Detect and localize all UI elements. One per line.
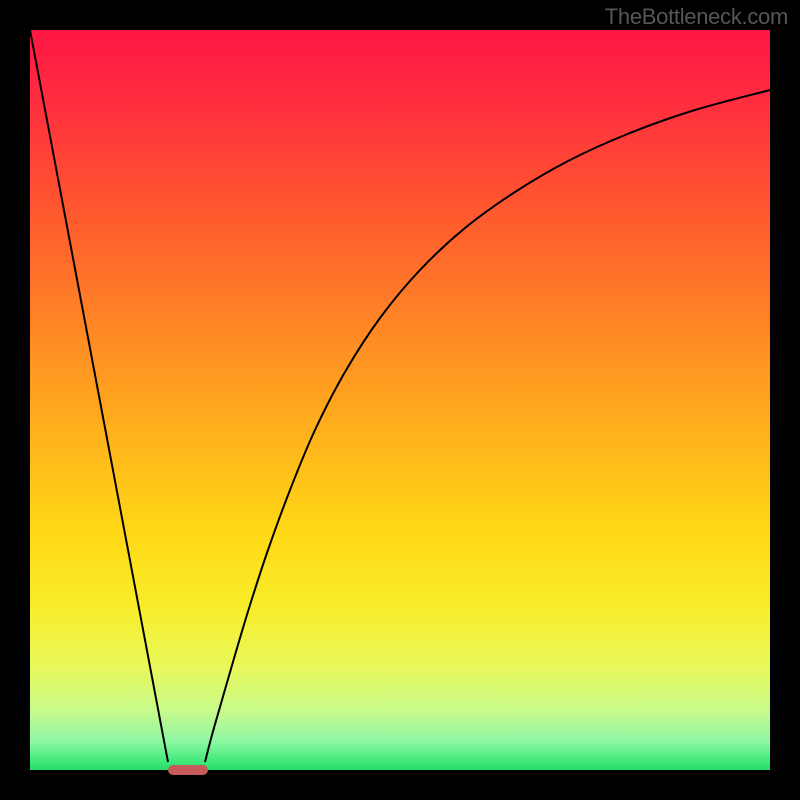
chart-container: TheBottleneck.com [0, 0, 800, 800]
bottleneck-marker [168, 765, 208, 775]
watermark-text: TheBottleneck.com [605, 4, 788, 30]
chart-background [30, 30, 770, 770]
bottleneck-chart [0, 0, 800, 800]
